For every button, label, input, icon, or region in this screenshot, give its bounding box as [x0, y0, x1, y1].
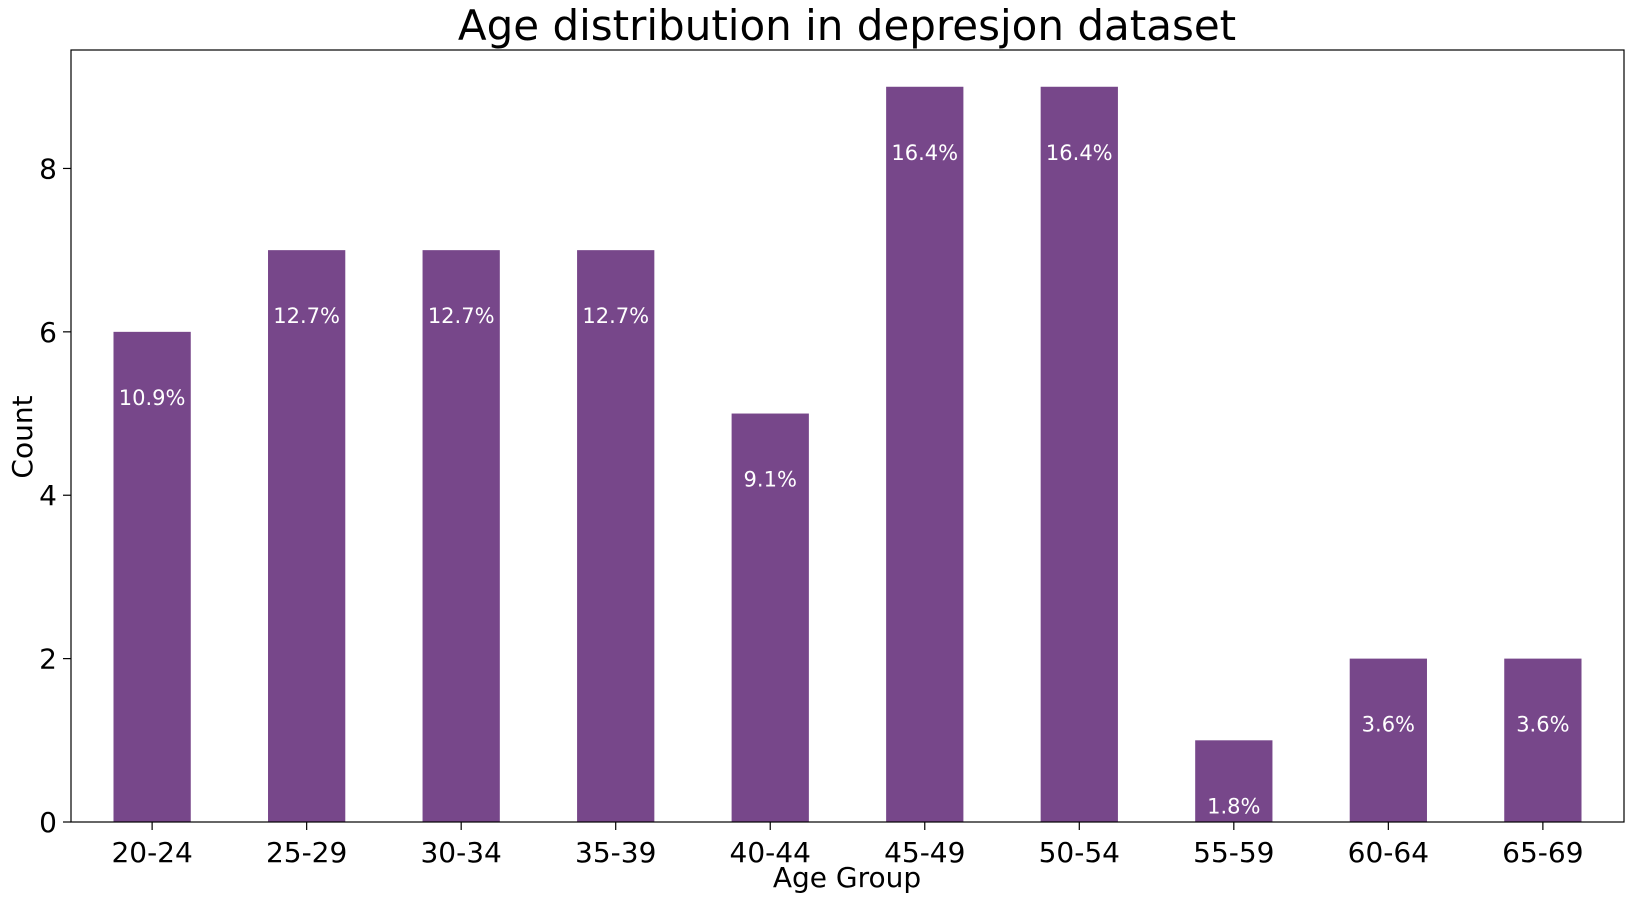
bars-layer [113, 86, 1582, 823]
bar-55-59 [1195, 740, 1273, 822]
y-tick-label: 6 [39, 316, 57, 349]
y-axis: 0 2 4 6 8 [39, 152, 71, 839]
data-label-20-24: 10.9% [119, 386, 186, 410]
x-tick-label: 55-59 [1193, 836, 1274, 869]
x-tick-label: 50-54 [1039, 836, 1120, 869]
data-label-25-29: 12.7% [273, 304, 340, 328]
bar-20-24 [113, 331, 191, 822]
x-tick-label: 40-44 [730, 836, 811, 869]
plot-frame [70, 49, 1625, 823]
x-axis-label: Age Group [773, 861, 921, 894]
bar-65-69 [1504, 658, 1582, 822]
bar-30-34 [422, 250, 500, 823]
x-tick-label: 30-34 [420, 836, 501, 869]
y-tick-label: 0 [39, 806, 57, 839]
bar-50-54 [1040, 86, 1118, 822]
chart-title: Age distribution in depresjon dataset [458, 1, 1236, 50]
data-label-65-69: 3.6% [1516, 713, 1569, 737]
data-label-35-39: 12.7% [582, 304, 649, 328]
bar-45-49 [886, 86, 964, 822]
x-tick-label: 25-29 [266, 836, 347, 869]
x-tick-label: 60-64 [1348, 836, 1429, 869]
y-tick-label: 4 [39, 479, 57, 512]
data-label-40-44: 9.1% [744, 468, 797, 492]
data-labels-layer: 10.9% 12.7% 12.7% 12.7% 9.1% 16.4% 16.4% 1.8% 3.… [119, 141, 1570, 819]
data-label-45-49: 16.4% [891, 141, 958, 165]
x-tick-label: 45-49 [884, 836, 965, 869]
data-label-50-54: 16.4% [1046, 141, 1113, 165]
x-tick-label: 20-24 [111, 836, 192, 869]
bar-40-44 [731, 413, 809, 822]
bar-35-39 [577, 250, 655, 823]
x-tick-label: 65-69 [1502, 836, 1583, 869]
x-axis: 20-24 25-29 30-34 35-39 40-44 45-49 50-54 55-59… [111, 822, 1584, 869]
y-tick-label: 2 [39, 643, 57, 676]
data-label-55-59: 1.8% [1207, 794, 1260, 818]
x-tick-label: 35-39 [575, 836, 656, 869]
bar-25-29 [268, 250, 346, 823]
y-tick-label: 8 [39, 152, 57, 185]
bar-60-64 [1349, 658, 1427, 822]
data-label-30-34: 12.7% [428, 304, 495, 328]
data-label-60-64: 3.6% [1362, 713, 1415, 737]
y-axis-label: Count [6, 395, 39, 478]
